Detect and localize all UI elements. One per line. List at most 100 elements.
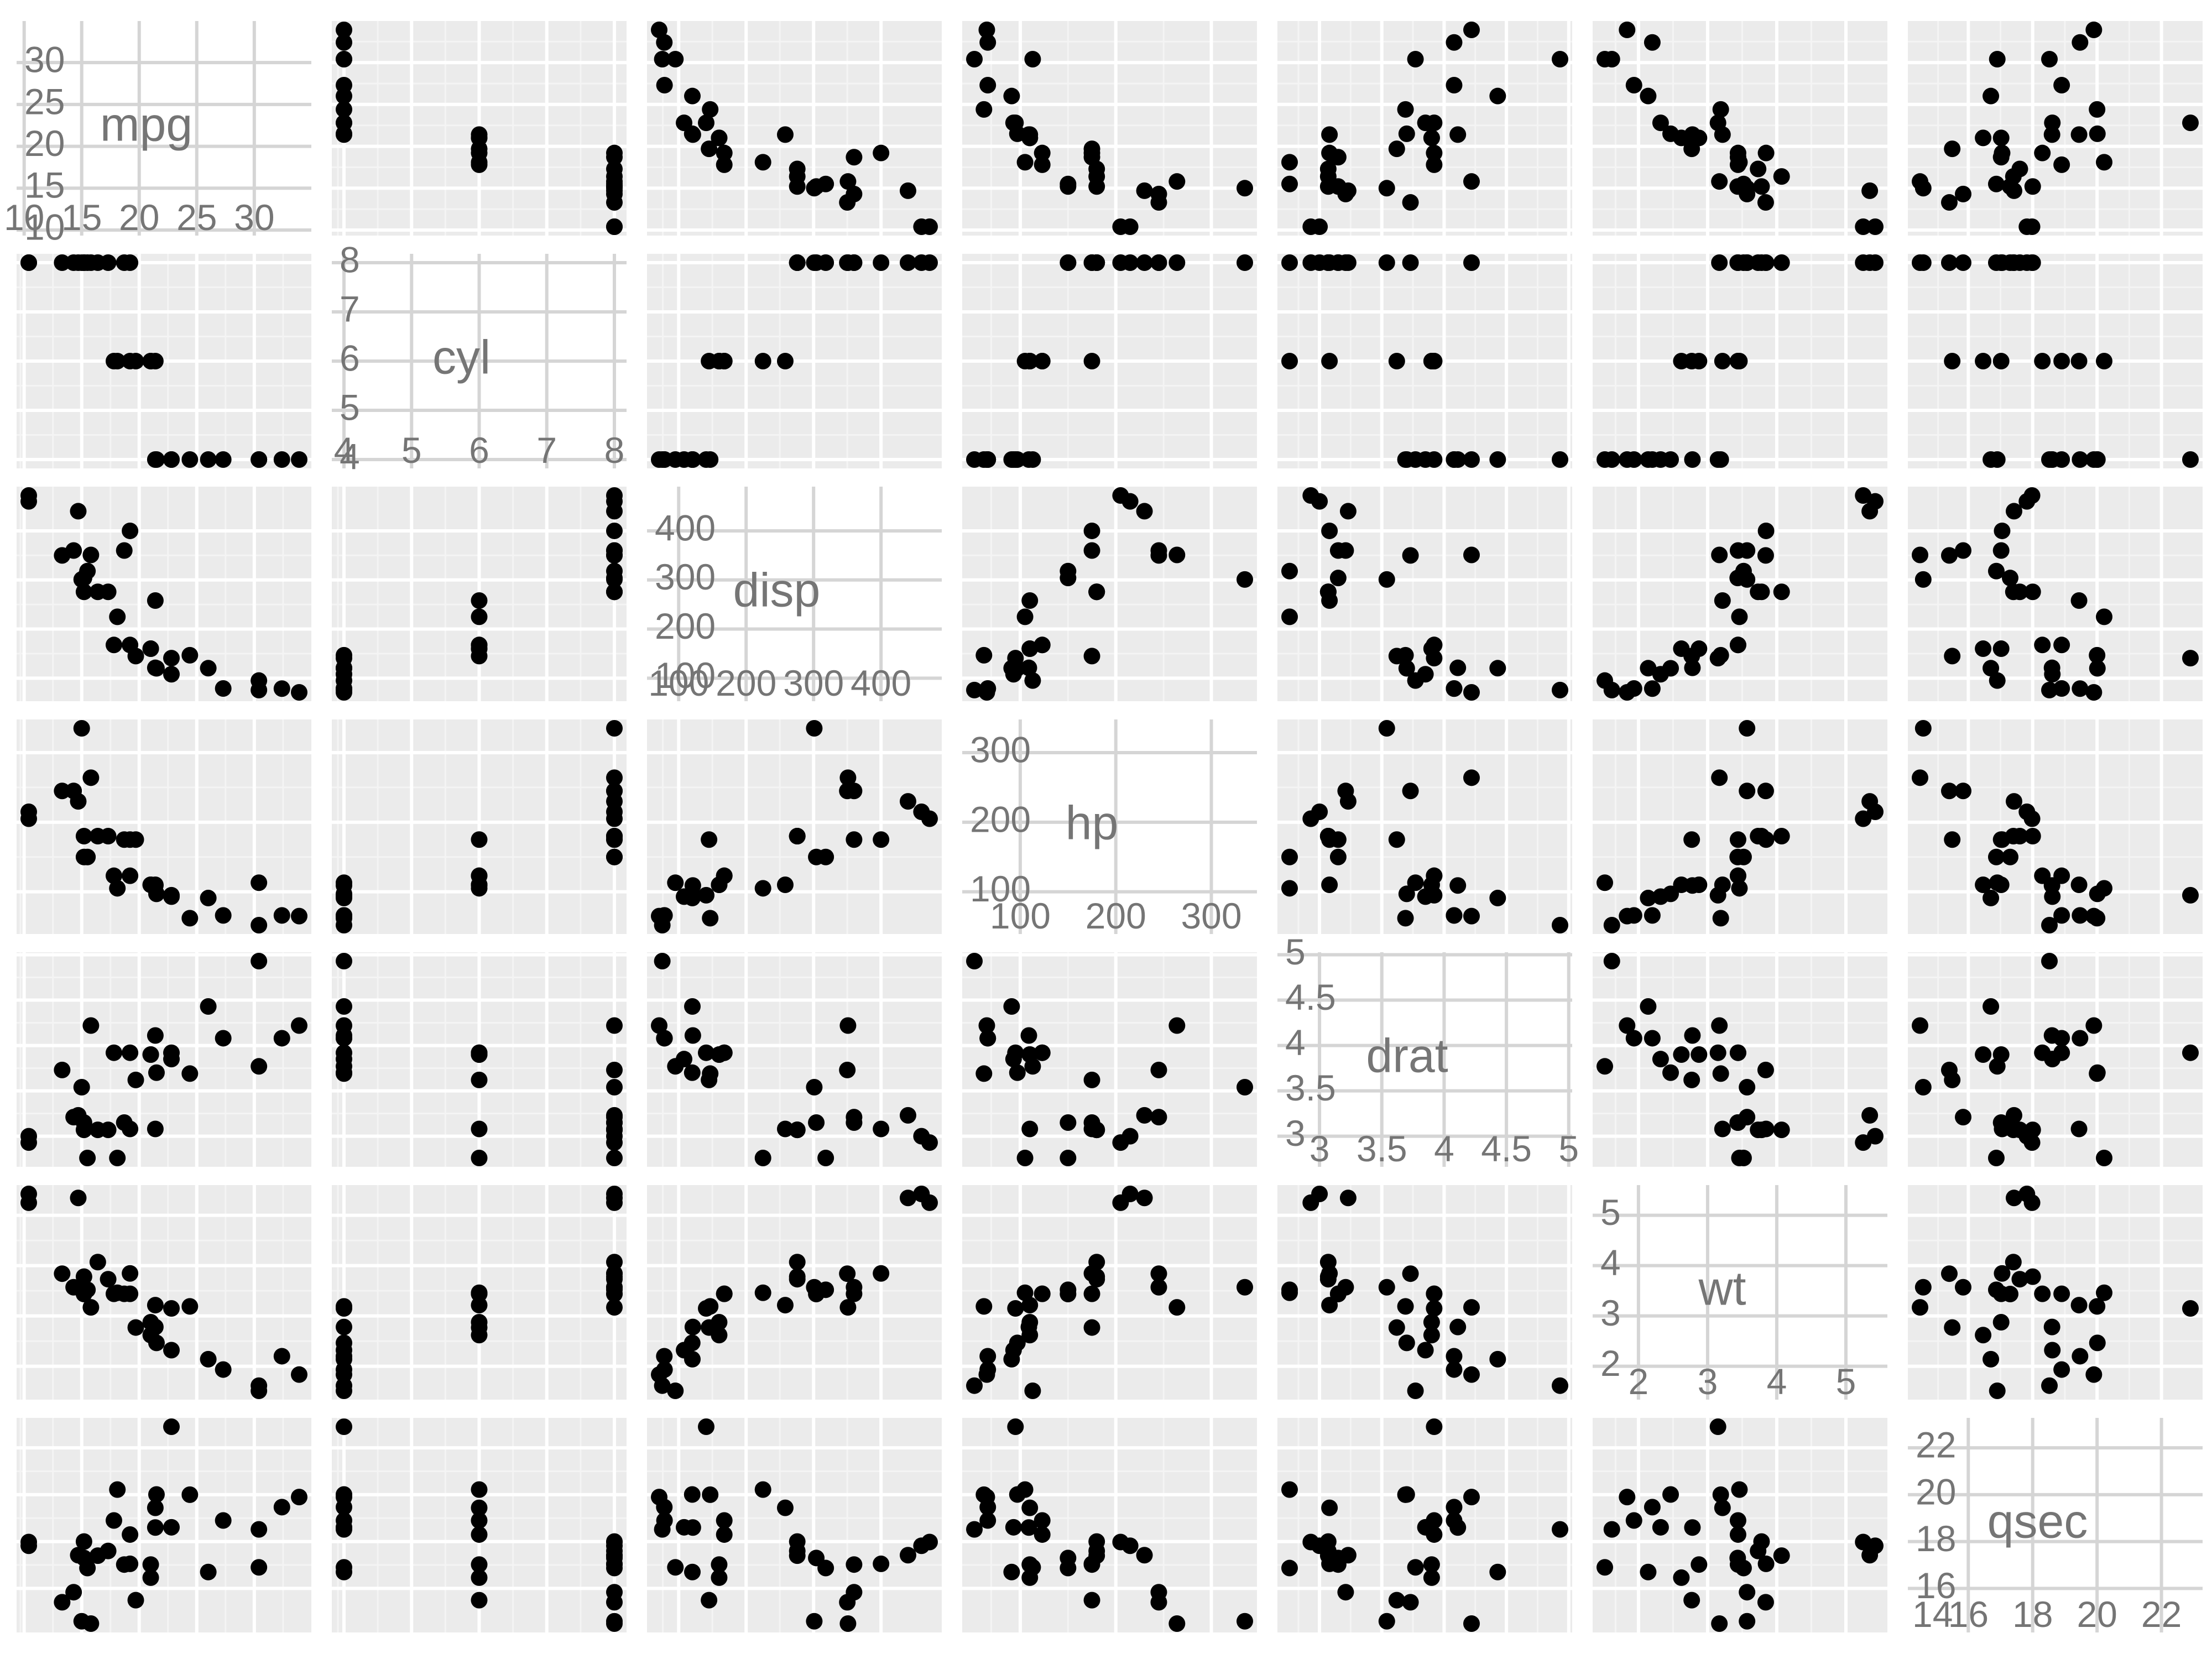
data-point	[1729, 637, 1746, 654]
panel-mpg-vs-hp	[962, 21, 1257, 236]
data-point	[116, 542, 133, 559]
data-point	[978, 1017, 995, 1034]
data-point	[1388, 1319, 1405, 1336]
data-point	[1060, 1114, 1077, 1131]
data-point	[1773, 1121, 1790, 1139]
data-point	[1597, 1559, 1614, 1576]
data-point	[1281, 562, 1298, 580]
data-point	[684, 889, 701, 906]
panel-cyl-vs-qsec	[1908, 254, 2203, 468]
data-point	[899, 1547, 916, 1564]
x-tick-label: 15	[61, 197, 102, 238]
data-point	[1714, 1120, 1731, 1138]
data-point	[1711, 769, 1728, 786]
data-point	[471, 1526, 488, 1543]
data-point	[75, 848, 92, 865]
data-point	[806, 1079, 823, 1096]
data-point	[1426, 886, 1443, 904]
data-point	[1034, 1285, 1051, 1302]
data-point	[2024, 827, 2041, 844]
data-point	[2182, 451, 2199, 468]
data-point	[1281, 353, 1298, 369]
y-tick-label: 3.5	[1285, 1067, 1336, 1108]
data-point	[1378, 1279, 1395, 1296]
data-point	[1757, 547, 1774, 564]
data-point	[1020, 1519, 1037, 1536]
data-point	[273, 907, 290, 924]
data-point	[1912, 1299, 1929, 1316]
data-point	[336, 1300, 353, 1317]
data-point	[1426, 1418, 1443, 1436]
data-point	[2182, 886, 2199, 904]
data-point	[1955, 542, 1972, 559]
data-point	[716, 353, 733, 369]
data-point	[1398, 1486, 1415, 1503]
x-tick-label: 3	[1310, 1128, 1330, 1169]
data-point	[789, 1121, 806, 1139]
data-point	[336, 877, 353, 894]
x-tick-label: 4	[1767, 1361, 1787, 1402]
data-point	[2041, 51, 2058, 68]
data-point	[105, 1285, 122, 1302]
data-point	[1407, 51, 1424, 68]
data-point	[1709, 886, 1726, 904]
data-point	[1449, 451, 1467, 468]
data-point	[978, 1489, 995, 1506]
data-point	[73, 1279, 90, 1296]
data-point	[846, 149, 863, 166]
data-point	[181, 646, 199, 664]
x-tick-label: 5	[1558, 1128, 1579, 1169]
data-point	[1150, 1279, 1167, 1296]
data-point	[163, 1519, 180, 1536]
panel-drat-vs-mpg	[17, 952, 311, 1167]
data-point	[1489, 87, 1506, 105]
data-point	[789, 1533, 806, 1550]
x-tick-label: 200	[1086, 895, 1146, 936]
panel-qsec-vs-drat	[1277, 1418, 1572, 1632]
data-point	[122, 1044, 139, 1061]
data-point	[100, 1542, 117, 1559]
data-point	[606, 1190, 623, 1207]
data-point	[251, 874, 268, 891]
data-point	[1683, 648, 1700, 665]
data-point	[711, 1569, 728, 1586]
data-point	[1449, 1519, 1467, 1536]
data-point	[1402, 254, 1419, 272]
data-point	[1731, 880, 1748, 897]
data-point	[654, 953, 671, 970]
data-point	[2089, 451, 2106, 468]
data-point	[471, 1592, 488, 1609]
data-point	[1446, 34, 1463, 51]
data-point	[1024, 1058, 1041, 1075]
data-point	[1281, 1559, 1298, 1577]
data-point	[606, 583, 623, 601]
y-tick-label: 400	[655, 507, 716, 548]
data-point	[654, 51, 671, 68]
data-point	[1757, 1061, 1774, 1078]
data-point	[1020, 451, 1037, 468]
x-tick-label: 20	[119, 197, 159, 238]
data-point	[1024, 672, 1041, 689]
data-point	[122, 254, 139, 272]
data-point	[73, 254, 90, 272]
data-point	[698, 1418, 715, 1436]
x-tick-label: 7	[536, 430, 557, 471]
panel-qsec-vs-cyl	[332, 1418, 627, 1632]
data-point	[776, 126, 794, 143]
data-point	[1773, 1547, 1790, 1564]
data-point	[336, 51, 353, 68]
data-point	[2182, 650, 2199, 667]
data-point	[1753, 178, 1770, 195]
data-point	[1683, 1592, 1700, 1609]
data-point	[1281, 175, 1298, 192]
data-point	[1337, 1584, 1354, 1601]
data-point	[1236, 254, 1253, 272]
data-point	[65, 1584, 82, 1601]
data-point	[1060, 1286, 1077, 1303]
data-point	[975, 101, 993, 118]
data-point	[2072, 1348, 2089, 1365]
data-point	[1603, 1521, 1620, 1538]
data-point	[1398, 1334, 1415, 1352]
data-point	[1739, 542, 1756, 559]
